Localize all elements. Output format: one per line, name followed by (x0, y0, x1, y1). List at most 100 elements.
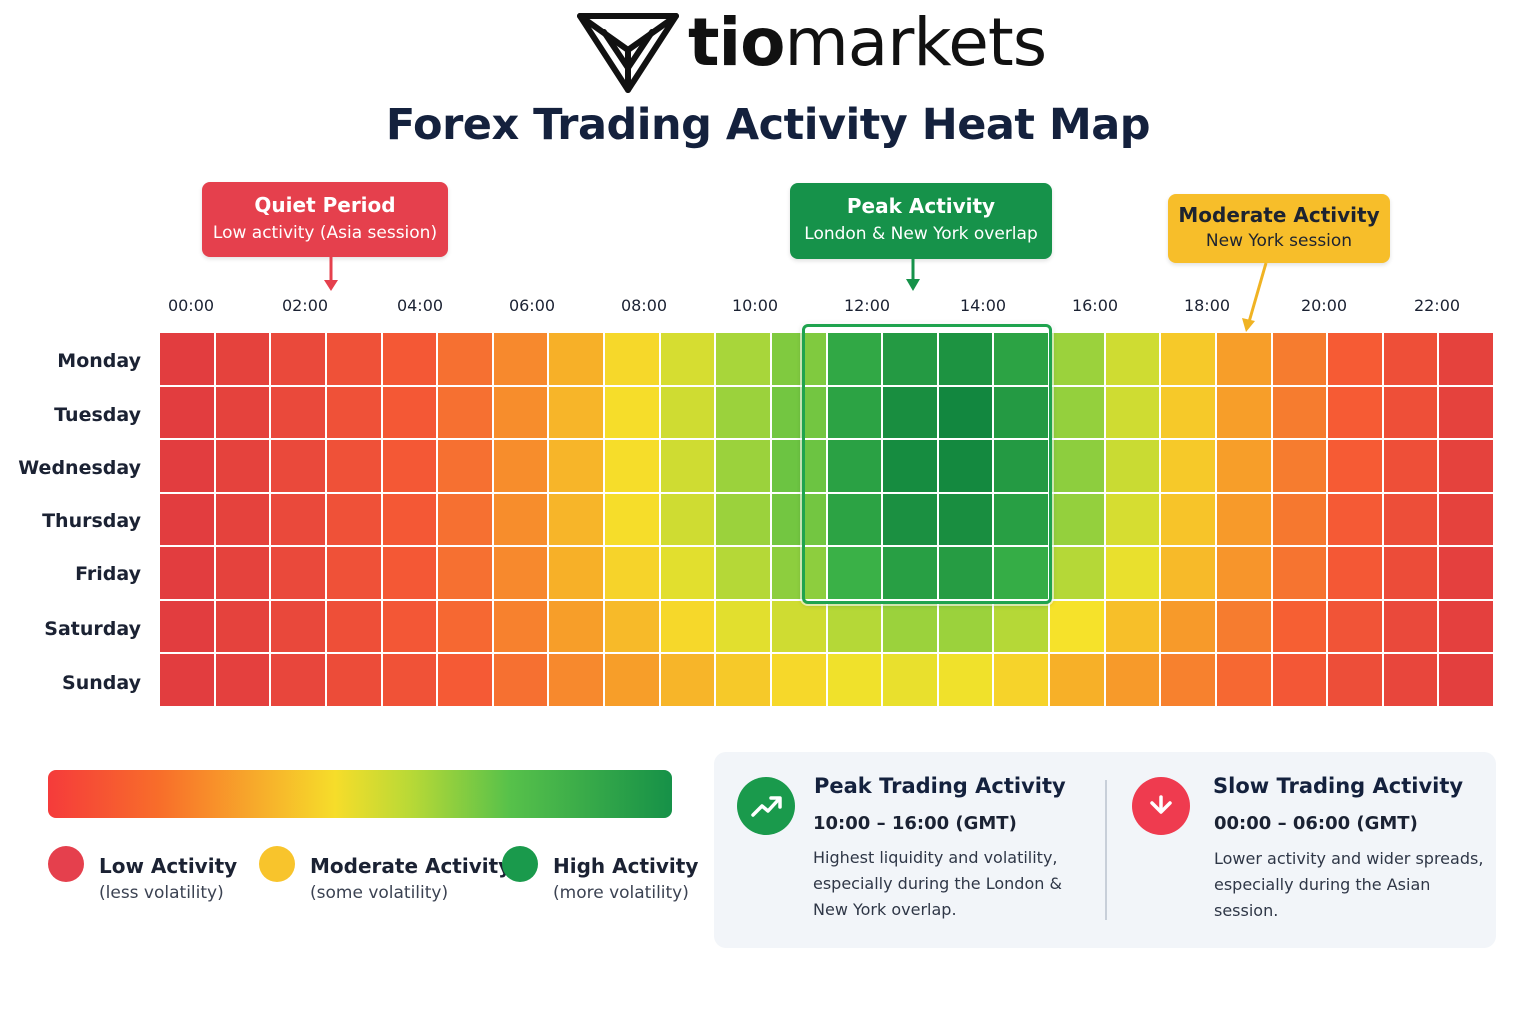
heatmap-cell (994, 386, 1048, 439)
heatmap-cell (1161, 654, 1215, 706)
heatmap-cell (1328, 440, 1382, 492)
heatmap-cell (1050, 386, 1104, 439)
legend-high-subtitle: (more volatility) (553, 883, 689, 903)
heatmap-cell (827, 600, 882, 653)
heatmap-cell (827, 547, 882, 599)
heatmap-cell (605, 333, 659, 385)
heatmap-cell (382, 333, 437, 385)
heatmap-cell (493, 654, 548, 706)
heatmap-cell (549, 493, 603, 546)
heatmap-cell (827, 440, 882, 492)
info-divider (1105, 780, 1107, 920)
heatmap-cell (1439, 493, 1493, 546)
callout-quiet-subtitle: Low activity (Asia session) (212, 223, 438, 243)
heatmap-cell (660, 440, 715, 492)
heatmap-cell (1439, 600, 1493, 653)
heatmap-cell (1050, 600, 1104, 653)
heatmap-cell (1383, 654, 1438, 706)
heatmap-cell (1272, 654, 1327, 706)
logo-wordmark-rest: markets (784, 4, 1048, 81)
heatmap-cell (1105, 600, 1160, 653)
x-tick-label: 04:00 (396, 296, 444, 315)
heatmap-cell (938, 493, 993, 546)
heatmap-cell (1216, 493, 1271, 546)
heatmap-cell (1383, 547, 1438, 599)
heatmap-cell (1272, 600, 1327, 653)
heatmap-cell (771, 333, 826, 385)
moderate-activity-dot-icon (259, 846, 295, 882)
arrow-down-icon (1132, 777, 1190, 835)
heatmap-cell (1161, 600, 1215, 653)
heatmap-cell (716, 440, 770, 492)
heatmap-cell (1050, 654, 1104, 706)
heatmap-cell (326, 440, 381, 492)
legend-moderate-title: Moderate Activity (310, 854, 512, 878)
heatmap-cell (605, 440, 659, 492)
x-tick-label: 12:00 (843, 296, 891, 315)
heatmap-cell (271, 654, 325, 706)
heatmap-cell (215, 333, 270, 385)
legend-high-title: High Activity (553, 854, 699, 878)
heatmap-cell (326, 386, 381, 439)
heatmap-cell (883, 386, 937, 439)
heatmap-cell (271, 440, 325, 492)
heatmap-cell (771, 386, 826, 439)
heatmap-cell (1050, 440, 1104, 492)
heatmap-cell (271, 547, 325, 599)
heatmap-cell (493, 600, 548, 653)
heatmap-cell (771, 440, 826, 492)
heatmap-cell (493, 333, 548, 385)
heatmap-cell (1439, 547, 1493, 599)
heatmap-cell (716, 386, 770, 439)
heatmap-cell (326, 547, 381, 599)
x-tick-label: 08:00 (620, 296, 668, 315)
x-tick-label: 06:00 (508, 296, 556, 315)
peak-trading-description: Highest liquidity and volatility, especi… (813, 845, 1062, 923)
peak-desc-line: especially during the London & (813, 874, 1062, 893)
heatmap-cell (883, 547, 937, 599)
heatmap-cell (160, 333, 214, 385)
heatmap-cell (605, 386, 659, 439)
heatmap-cell (716, 547, 770, 599)
callout-quiet-title: Quiet Period (254, 193, 396, 217)
heatmap-cell (549, 654, 603, 706)
heatmap-cell (605, 654, 659, 706)
heatmap-cell (1105, 386, 1160, 439)
callout-peak-title: Peak Activity (846, 194, 996, 218)
heatmap-cell (1105, 440, 1160, 492)
x-tick-label: 10:00 (731, 296, 779, 315)
heatmap-cell (493, 547, 548, 599)
heatmap-cell (1328, 333, 1382, 385)
heatmap-cell (994, 333, 1048, 385)
x-tick-label: 00:00 (167, 296, 215, 315)
heatmap-cell (382, 493, 437, 546)
heatmap-cell (1383, 386, 1438, 439)
x-tick-label: 20:00 (1300, 296, 1348, 315)
heatmap-cell (549, 440, 603, 492)
trending-up-icon (737, 777, 795, 835)
callout-moderate-title: Moderate Activity (1178, 203, 1380, 227)
y-category-label: Sunday (62, 672, 141, 694)
logo-wordmark: tiomarkets (688, 4, 1048, 81)
heatmap-cell (1161, 547, 1215, 599)
y-category-label: Friday (75, 563, 141, 585)
heatmap-cell (883, 333, 937, 385)
peak-trading-title: Peak Trading Activity (814, 774, 1066, 798)
peak-desc-line: Highest liquidity and volatility, (813, 848, 1058, 867)
logo-wordmark-bold: tio (688, 4, 786, 81)
heatmap-cell (493, 440, 548, 492)
heatmap-cell (160, 547, 214, 599)
heatmap-cell (938, 440, 993, 492)
y-category-label: Saturday (44, 618, 141, 640)
low-activity-dot-icon (48, 846, 84, 882)
heatmap-cell (994, 600, 1048, 653)
callout-moderate-activity: Moderate Activity New York session (1168, 194, 1390, 263)
peak-arrow-icon (906, 259, 920, 291)
heatmap-cell (438, 547, 492, 599)
page-title: Forex Trading Activity Heat Map (385, 100, 1151, 150)
heatmap-cell (938, 333, 993, 385)
heatmap-cell (883, 600, 937, 653)
heatmap-cell (438, 440, 492, 492)
callout-quiet-period: Quiet Period Low activity (Asia session) (202, 182, 448, 257)
legend-low-title: Low Activity (99, 854, 238, 878)
